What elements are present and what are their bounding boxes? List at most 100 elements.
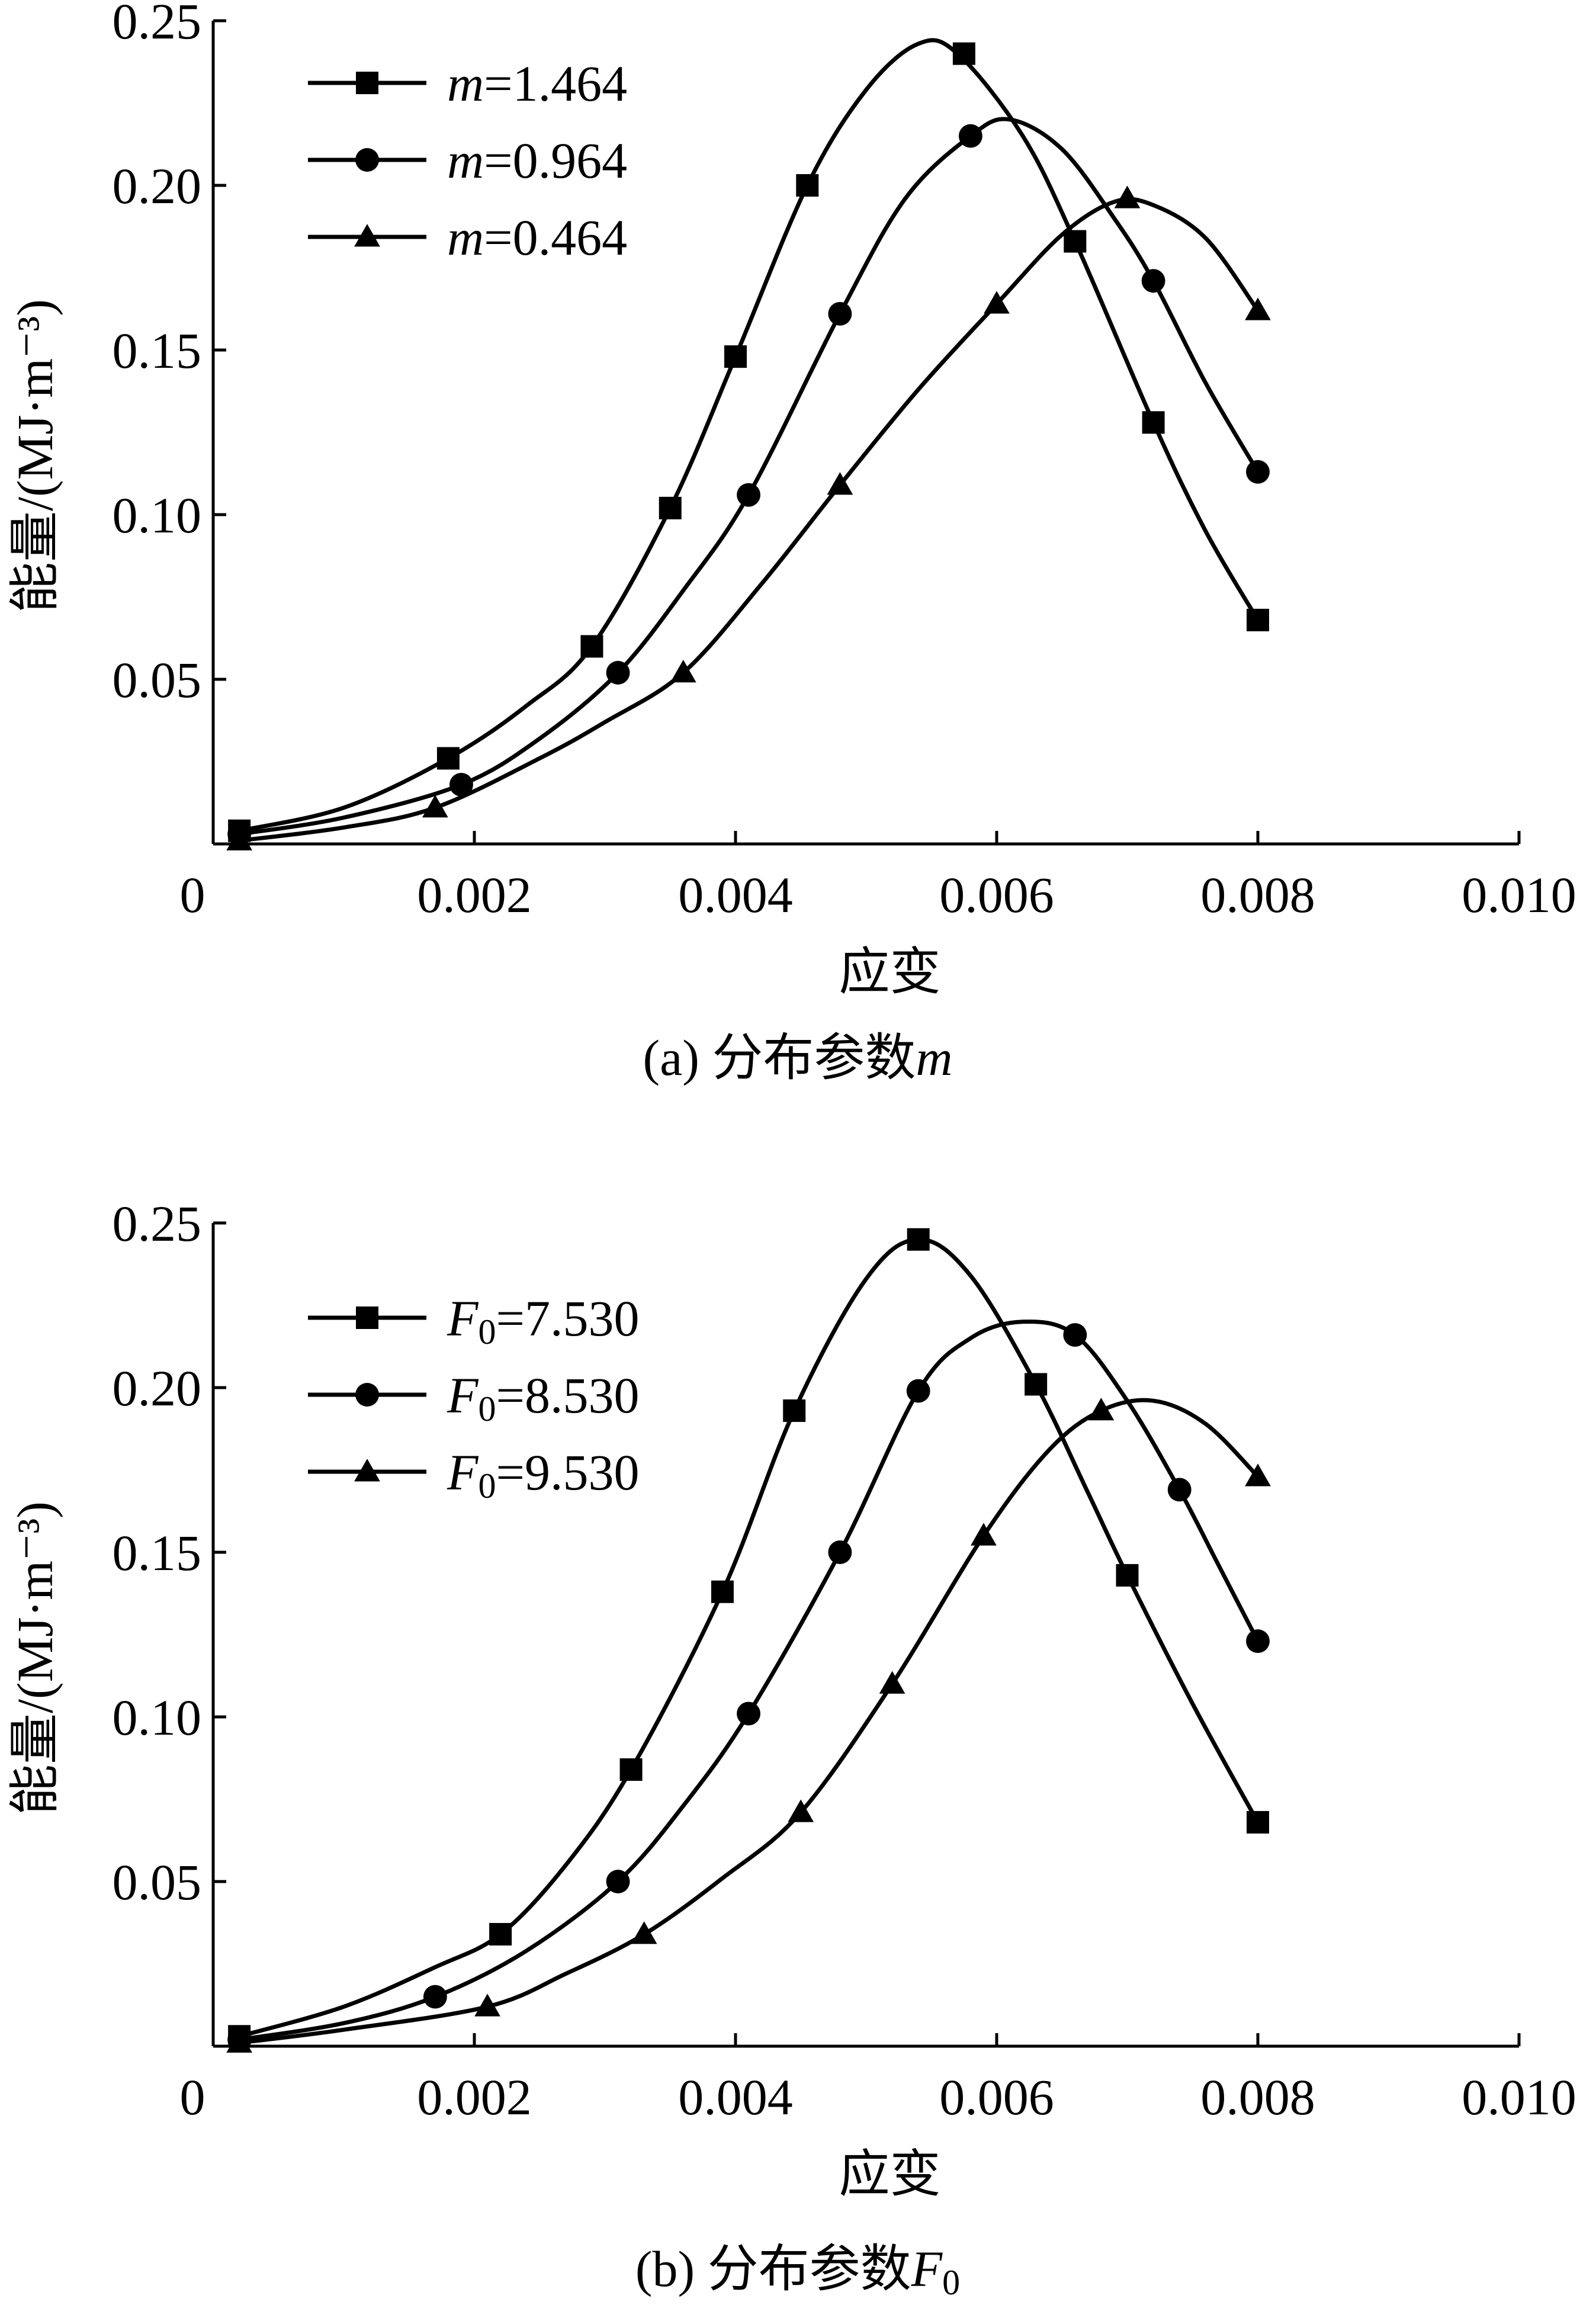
data-point-square xyxy=(489,1922,512,1946)
y-tick-label: 0.10 xyxy=(113,487,202,544)
legend-marker-square xyxy=(356,1306,378,1329)
x-tick-label: 0 xyxy=(180,866,205,923)
data-point-triangle xyxy=(422,794,448,818)
y-axis-title: 能量/(MJ·m⁻³) xyxy=(7,1501,63,1815)
data-point-triangle xyxy=(474,1993,500,2017)
y-tick-label: 0.10 xyxy=(113,1689,202,1746)
legend-marker-circle xyxy=(355,148,379,172)
legend-label: m=0.464 xyxy=(447,209,627,266)
x-tick-label: 0 xyxy=(180,2069,205,2126)
y-tick-label: 0.20 xyxy=(113,1360,202,1417)
series-circle xyxy=(227,117,1270,846)
legend-label: m=0.964 xyxy=(447,132,627,189)
data-point-circle xyxy=(828,1540,852,1564)
series-triangle xyxy=(226,1398,1271,2053)
legend-label: F0=9.530 xyxy=(447,1444,640,1505)
x-tick-label: 0.010 xyxy=(1462,2069,1576,2126)
data-point-square xyxy=(1247,1810,1269,1834)
data-point-triangle xyxy=(1114,185,1141,208)
series-line xyxy=(239,197,1260,843)
y-tick-label: 0.05 xyxy=(113,651,202,708)
y-axis-title: 能量/(MJ·m⁻³) xyxy=(7,299,63,613)
legend-marker-triangle xyxy=(354,224,380,247)
data-point-triangle xyxy=(971,1523,997,1546)
legend-label: m=1.464 xyxy=(447,55,627,112)
series-line xyxy=(239,117,1260,836)
data-point-circle xyxy=(828,301,852,326)
data-point-circle xyxy=(958,124,982,148)
x-tick-label: 0.002 xyxy=(417,866,532,923)
data-point-triangle xyxy=(1088,1398,1115,1421)
data-point-triangle xyxy=(1245,297,1271,320)
data-point-circle xyxy=(906,1379,930,1403)
series-line xyxy=(239,1320,1260,2042)
x-tick-label: 0.002 xyxy=(417,2069,532,2126)
data-point-circle xyxy=(1246,1629,1270,1654)
x-tick-label: 0.008 xyxy=(1200,2069,1315,2126)
series-square xyxy=(228,1228,1269,2048)
x-tick-label: 0.008 xyxy=(1200,866,1315,923)
data-point-square xyxy=(783,1399,806,1422)
data-point-triangle xyxy=(827,472,853,495)
x-axis-title: 应变 xyxy=(839,2146,941,2203)
series-circle xyxy=(227,1320,1270,2052)
data-point-square xyxy=(1142,411,1165,434)
data-point-triangle xyxy=(226,2030,252,2053)
data-point-circle xyxy=(606,1870,630,1893)
data-point-triangle xyxy=(788,1799,814,1822)
data-point-circle xyxy=(1141,269,1165,293)
data-point-circle xyxy=(1246,460,1270,484)
data-point-circle xyxy=(606,660,630,685)
data-point-square xyxy=(711,1580,734,1603)
y-tick-label: 0.05 xyxy=(113,1854,202,1911)
data-point-square xyxy=(724,345,747,368)
y-tick-label: 0.15 xyxy=(113,1524,202,1581)
data-point-circle xyxy=(737,483,761,507)
data-point-circle xyxy=(1063,1323,1087,1347)
data-point-square xyxy=(952,42,975,65)
x-tick-label: 0.006 xyxy=(939,2069,1054,2126)
data-point-square xyxy=(1247,608,1269,631)
data-point-triangle xyxy=(631,1921,657,1944)
legend-marker-square xyxy=(356,72,378,94)
data-point-square xyxy=(796,174,819,197)
x-tick-label: 0.004 xyxy=(678,2069,793,2126)
data-point-square xyxy=(907,1228,930,1251)
y-tick-label: 0.15 xyxy=(113,322,202,379)
data-point-triangle xyxy=(879,1671,905,1694)
data-point-circle xyxy=(423,1985,447,2009)
legend-label: F0=7.530 xyxy=(447,1290,640,1351)
legend-marker-circle xyxy=(355,1383,379,1407)
data-point-square xyxy=(659,496,682,519)
data-point-circle xyxy=(737,1702,761,1726)
panel-caption: (a) 分布参数m xyxy=(643,1029,952,1086)
data-point-square xyxy=(436,747,460,770)
y-tick-label: 0.25 xyxy=(113,0,202,50)
y-tick-label: 0.25 xyxy=(113,1195,202,1252)
panel-a: 0 0.002 0.004 0.006 0.008 0.010 0.05 0.10 0.15 0.… xyxy=(7,0,1576,1086)
data-point-triangle xyxy=(226,827,252,850)
series-triangle xyxy=(226,185,1271,850)
data-point-square xyxy=(1064,230,1087,253)
data-point-square xyxy=(619,1758,643,1781)
data-point-triangle xyxy=(1245,1463,1271,1487)
data-point-circle xyxy=(1167,1478,1192,1502)
panel-caption: (b) 分布参数F0 xyxy=(635,2240,960,2302)
data-point-square xyxy=(1025,1373,1048,1396)
series-line xyxy=(239,1237,1260,2038)
x-tick-label: 0.006 xyxy=(939,866,1054,923)
x-tick-label: 0.004 xyxy=(678,866,793,923)
panel-b: 0 0.002 0.004 0.006 0.008 0.010 0.05 0.10 0.15 0.… xyxy=(7,1195,1576,2302)
legend-label: F0=8.530 xyxy=(447,1367,640,1428)
data-point-square xyxy=(580,635,603,658)
y-tick-label: 0.20 xyxy=(113,158,202,214)
x-axis-title: 应变 xyxy=(839,943,941,1000)
data-point-circle xyxy=(449,772,473,797)
x-tick-label: 0.010 xyxy=(1462,866,1576,923)
data-point-square xyxy=(1116,1564,1139,1587)
series-line xyxy=(239,38,1260,833)
legend-marker-triangle xyxy=(354,1459,380,1482)
data-point-triangle xyxy=(984,291,1010,314)
data-point-triangle xyxy=(670,660,696,683)
